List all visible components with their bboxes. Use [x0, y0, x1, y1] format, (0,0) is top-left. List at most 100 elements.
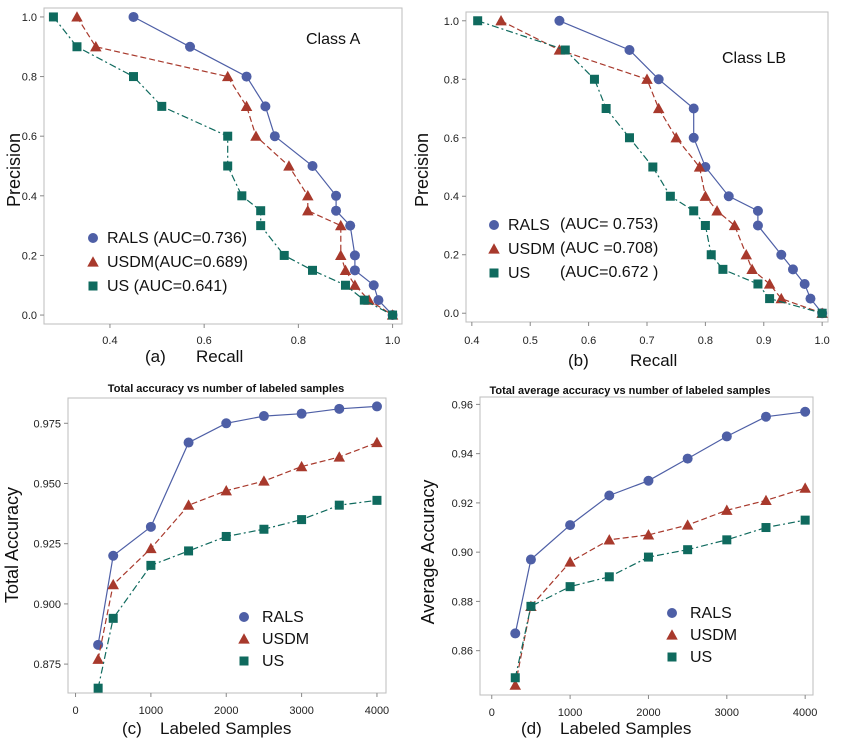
data-point-us — [560, 45, 570, 55]
y-tick-label: 0.875 — [33, 659, 61, 671]
series-line — [97, 442, 378, 660]
data-point-us — [817, 308, 827, 318]
data-point-rals — [776, 249, 787, 260]
data-point-us — [157, 101, 167, 111]
series-line — [477, 20, 823, 314]
data-point-usdm — [681, 519, 694, 530]
legend-label: RALS (AUC=0.736) — [107, 230, 247, 247]
data-point-rals — [752, 220, 763, 231]
data-point-usdm — [335, 219, 347, 231]
y-axis-label: Precision — [4, 133, 24, 207]
data-point-us — [72, 42, 82, 52]
x-tick-label: 0 — [489, 707, 495, 719]
x-axis-label: Labeled Samples — [560, 719, 691, 738]
data-point-rals — [349, 265, 360, 276]
data-point-us — [510, 673, 520, 683]
data-point-us — [93, 683, 103, 693]
y-tick-label: 0.92 — [452, 498, 473, 510]
data-point-usdm — [642, 529, 655, 540]
y-axis-label: Total Accuracy — [2, 487, 22, 603]
plot-frame — [67, 397, 387, 694]
x-tick-label: 4000 — [793, 707, 817, 719]
data-point-usdm — [221, 70, 234, 82]
data-point-rals — [371, 401, 382, 412]
series-rals — [93, 401, 382, 650]
data-point-rals — [721, 431, 732, 442]
data-point-usdm — [740, 248, 753, 260]
data-point-usdm — [107, 578, 119, 590]
series-usdm — [92, 436, 383, 664]
x-tick-label: 0.8 — [291, 335, 306, 347]
data-point-usdm — [603, 534, 616, 545]
data-point-us — [108, 613, 118, 623]
data-point-us — [279, 250, 289, 260]
data-point-us — [334, 500, 344, 510]
subplot-d: 0 1000 2000 3000 4000 0.86 0.88 0.90 0.92 0.94 0.9… — [418, 385, 817, 738]
y-tick-label: 0.925 — [33, 539, 61, 551]
data-point-rals — [760, 411, 771, 422]
data-point-us — [297, 515, 307, 525]
legend-marker-us — [667, 652, 677, 662]
data-point-rals — [183, 437, 194, 448]
x-tick-label: 0.4 — [102, 335, 117, 347]
legend: RALS USDM US — [238, 609, 309, 670]
data-point-us — [359, 295, 369, 305]
x-tick-label: 0.9 — [756, 335, 771, 347]
data-point-usdm — [670, 132, 682, 143]
y-tick-label: 0.0 — [444, 308, 459, 320]
x-axis-label: Recall — [630, 351, 677, 370]
data-point-usdm — [145, 542, 157, 554]
data-point-usdm — [728, 219, 741, 231]
data-point-usdm — [295, 460, 308, 472]
subplot-tag: (b) — [568, 351, 589, 370]
data-point-rals — [334, 403, 345, 414]
y-tick-label: 0.94 — [452, 449, 473, 461]
series-line — [97, 499, 378, 689]
x-tick-label: 0.4 — [464, 335, 479, 347]
data-point-us — [689, 206, 699, 216]
y-tick-label: 0.8 — [444, 74, 459, 86]
data-point-rals — [145, 521, 156, 532]
y-tick-label: 1.0 — [444, 16, 459, 28]
subplot-tag: (d) — [521, 719, 542, 738]
data-point-us — [722, 535, 732, 545]
x-tick-label: 2000 — [636, 707, 660, 719]
x-tick-label: 3000 — [715, 707, 739, 719]
data-point-usdm — [721, 504, 733, 515]
x-tick-label: 0.6 — [197, 335, 212, 347]
data-point-us — [665, 191, 675, 201]
data-point-us — [340, 280, 350, 290]
legend-marker-us — [88, 281, 98, 291]
x-axis-label: Labeled Samples — [160, 719, 291, 738]
series-us — [93, 495, 382, 693]
data-point-us — [706, 250, 716, 260]
data-point-usdm — [509, 679, 522, 690]
y-tick-label: 0.90 — [452, 547, 473, 559]
data-point-us — [604, 572, 614, 582]
data-point-us — [643, 552, 653, 562]
data-point-us — [526, 601, 536, 611]
data-point-rals — [604, 490, 615, 501]
x-tick-label: 3000 — [289, 705, 313, 717]
data-point-rals — [787, 264, 798, 275]
data-point-us — [624, 133, 634, 143]
series-us — [473, 16, 827, 318]
data-point-usdm — [92, 653, 104, 664]
data-point-us — [146, 560, 156, 570]
data-point-usdm — [258, 475, 270, 486]
data-point-us — [256, 206, 266, 216]
data-point-us — [237, 191, 247, 201]
legend-auc: (AUC= 0.753) — [560, 216, 658, 233]
data-point-rals — [108, 550, 119, 561]
data-point-us — [761, 523, 771, 533]
data-point-rals — [723, 191, 734, 202]
data-point-rals — [128, 11, 139, 22]
x-axis-label: Recall — [196, 347, 243, 366]
legend-label: RALS — [690, 605, 732, 622]
x-tick-label: 2000 — [214, 705, 238, 717]
data-point-rals — [799, 278, 810, 289]
data-point-usdm — [240, 100, 253, 111]
data-point-rals — [345, 220, 356, 231]
legend-auc: (AUC=0.672 ) — [560, 264, 658, 281]
